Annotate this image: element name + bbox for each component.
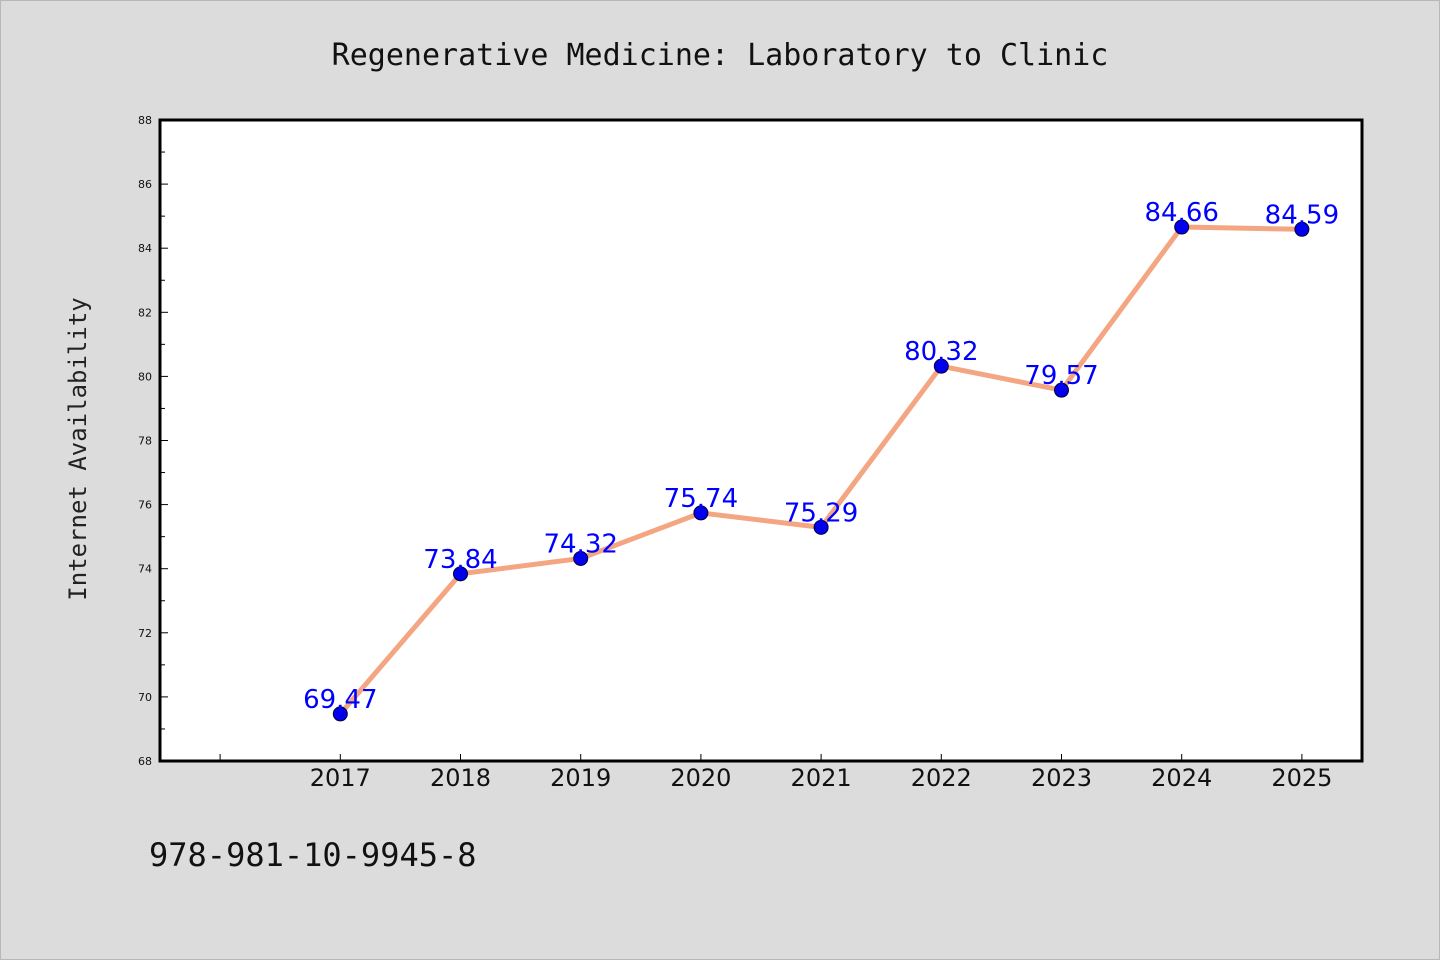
data-label: 73.84	[423, 545, 497, 575]
x-tick-label: 2025	[1271, 764, 1332, 792]
x-tick-label: 2020	[670, 764, 731, 792]
data-point	[813, 519, 829, 535]
y-tick-label: 82	[138, 306, 152, 319]
data-point	[332, 706, 348, 722]
y-tick-label: 74	[138, 563, 152, 576]
data-label: 75.29	[784, 498, 858, 528]
y-tick-label: 68	[138, 755, 152, 768]
data-label: 84.59	[1265, 200, 1339, 230]
data-point	[573, 550, 589, 566]
y-tick-label: 76	[138, 499, 152, 512]
x-tick-label: 2022	[911, 764, 972, 792]
isbn-text: 978-981-10-9945-8	[149, 836, 477, 874]
data-points	[332, 219, 1310, 722]
y-tick-label: 84	[138, 242, 152, 255]
plot-area	[158, 118, 1364, 763]
data-point	[933, 358, 949, 374]
y-tick-label: 80	[138, 370, 152, 383]
y-axis: 68 70 72 74 76 78 80 82 84 86 88	[138, 114, 168, 768]
data-point	[1054, 382, 1069, 398]
data-label: 74.32	[543, 529, 617, 559]
data-labels: 69.47 73.84 74.32 75.74 75.29 80.32 79.57 84.66…	[303, 198, 1339, 715]
y-tick-label: 86	[138, 178, 152, 191]
data-point	[453, 566, 468, 582]
x-tick-label: 2019	[550, 764, 611, 792]
y-axis-label: Internet Availability	[64, 297, 92, 600]
x-tick-label: 2024	[1151, 764, 1212, 792]
y-tick-label: 78	[138, 435, 152, 448]
data-label: 84.66	[1144, 198, 1218, 228]
y-tick-label: 70	[138, 691, 152, 704]
data-label: 69.47	[303, 685, 377, 715]
data-point	[1174, 219, 1190, 235]
data-label: 79.57	[1024, 361, 1098, 391]
y-tick-label: 72	[138, 627, 152, 640]
data-label: 80.32	[904, 337, 978, 367]
data-point	[693, 505, 709, 521]
y-tick-label: 88	[138, 114, 152, 127]
chart-title: Regenerative Medicine: Laboratory to Cli…	[332, 38, 1109, 73]
x-tick-label: 2017	[310, 764, 371, 792]
x-tick-label: 2021	[791, 764, 852, 792]
data-label: 75.74	[664, 484, 738, 514]
x-axis: 2017 2018 2019 2020 2021 2022 2023 2024 2025	[219, 754, 1332, 792]
data-point	[1294, 221, 1310, 237]
x-tick-label: 2023	[1031, 764, 1092, 792]
x-tick-label: 2018	[430, 764, 491, 792]
